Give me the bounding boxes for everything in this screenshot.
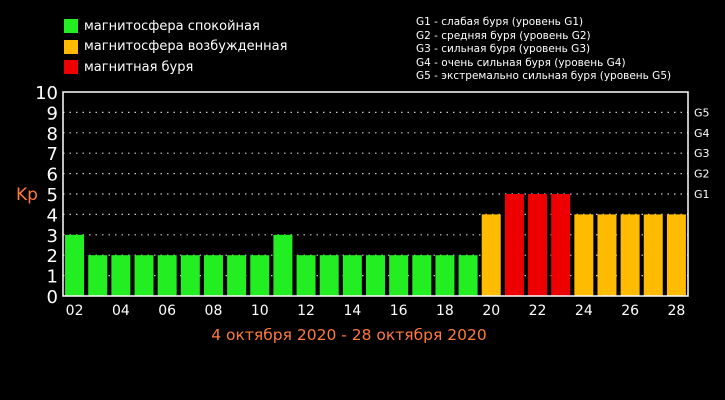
x-tick-label: 06 [158,303,176,319]
storm-level-g5: G5 - экстремально сильная буря (уровень … [416,70,672,82]
kp-bar [551,194,571,296]
kp-bar [504,194,524,296]
legend-item-disturbed: магнитосфера возбужденная [64,37,287,58]
legend-label-calm: магнитосфера спокойная [84,18,260,34]
kp-bar [111,255,131,296]
storm-level-g1: G1 - слабая буря (уровень G1) [416,16,584,28]
kp-bar [65,234,85,296]
kp-bar [412,255,432,296]
y-tick-label: 3 [47,226,58,247]
x-tick-label: 08 [205,303,223,319]
y-tick-label: 1 [47,267,58,288]
x-tick-label: 26 [621,303,639,319]
y-tick-label: 8 [47,124,58,145]
kp-bar [597,214,617,296]
kp-bar [389,255,409,296]
kp-bar [134,255,154,296]
kp-bar [342,255,362,296]
storm-level-g3: G3 - сильная буря (уровень G3) [416,43,591,55]
storm-level-g4: G4 - очень сильная буря (уровень G4) [416,56,626,69]
kp-bar [227,255,247,296]
x-tick-label: 04 [112,303,130,319]
x-tick-label: 10 [251,303,269,319]
storm-levels-list: G1 - слабая буря (уровень G1) G2 - средн… [416,16,671,84]
bars [65,194,686,296]
legend-item-calm: магнитосфера спокойная [64,16,287,37]
legend-item-storm: магнитная буря [64,57,287,78]
x-axis-label: 4 октября 2020 - 28 октября 2020 [211,326,486,344]
y-axis-label: Kp [16,185,38,205]
y-tick-label: 9 [47,103,58,124]
x-tick-label: 12 [297,303,315,319]
legend-label-disturbed: магнитосфера возбужденная [84,39,288,55]
kp-bar [620,214,640,296]
storm-level-tick-label: G5 [694,106,710,119]
kp-bar [481,214,501,296]
x-tick-label: 02 [66,303,84,319]
y-tick-label: 6 [47,165,58,186]
y-tick-label: 4 [47,205,58,226]
kp-bar [435,255,455,296]
legend-swatch-storm [64,60,78,75]
legend-swatch-calm [64,19,78,34]
y-tick-label: 7 [47,144,58,165]
x-tick-label: 22 [529,303,547,319]
kp-bar [458,255,478,296]
legend-label-storm: магнитная буря [84,59,194,75]
y-tick-label: 2 [47,246,58,267]
kp-bar [273,234,293,296]
y-tick-label: 5 [47,185,58,206]
legend-swatch-disturbed [64,39,78,54]
kp-bar [366,255,385,296]
storm-level-g2: G2 - средняя буря (уровень G2) [416,29,591,42]
storm-level-tick-label: G2 [694,168,710,181]
storm-level-ticks: G1 G2 G3 G4 G5 [694,106,710,201]
plot-frame [62,91,689,297]
kp-bar [88,255,108,296]
kp-bar [157,255,177,296]
storm-level-tick-label: G1 [694,188,710,201]
kp-bar [666,214,686,296]
x-tick-label: 20 [482,303,500,319]
y-tick-label: 0 [47,287,58,308]
y-tick-label: 10 [35,83,58,104]
kp-bar [296,255,316,296]
kp-bar [319,255,339,296]
x-tick-label: 24 [575,303,593,319]
legend: магнитосфера спокойная магнитосфера возб… [64,16,287,78]
x-tick-label: 18 [436,303,454,319]
storm-level-tick-label: G4 [694,127,710,140]
kp-bar [643,214,663,296]
storm-level-tick-label: G3 [694,147,710,160]
kp-bar [250,255,270,296]
x-tick-label: 14 [343,303,361,319]
x-axis-ticks: 02 04 06 08 10 12 14 16 18 20 22 24 26 28 [66,303,686,319]
grid-lines [63,111,688,277]
kp-bar [574,214,594,296]
x-tick-label: 16 [390,303,408,319]
kp-bar [528,194,548,296]
kp-bar [203,255,223,296]
kp-bar [180,255,200,296]
x-tick-label: 28 [668,303,686,319]
